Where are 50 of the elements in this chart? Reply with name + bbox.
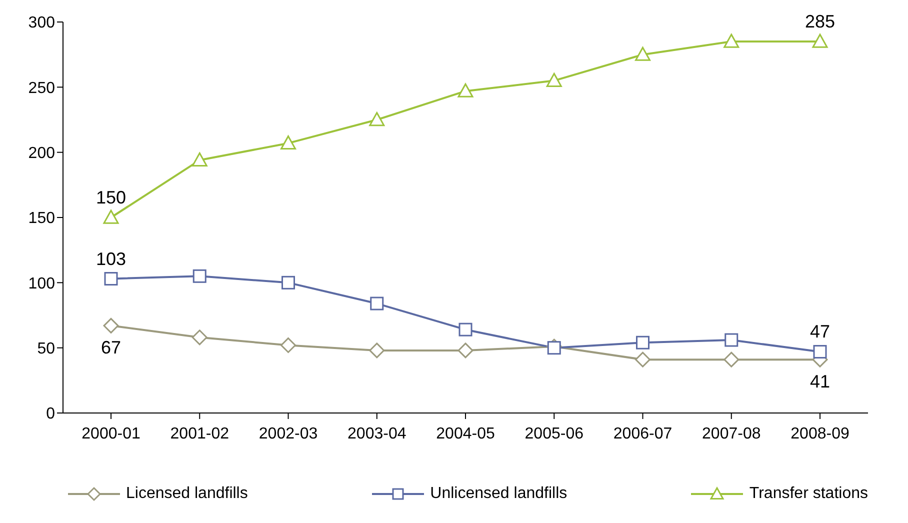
point [369, 112, 385, 126]
data-label: 285 [804, 12, 836, 32]
legend-label: Transfer stations [749, 485, 868, 503]
x-tick-label: 2003-04 [348, 425, 406, 442]
y-tick-label: 0 [46, 406, 56, 423]
point [104, 272, 118, 286]
point [280, 135, 296, 150]
point [724, 352, 740, 368]
y-tick-label: 150 [28, 210, 56, 228]
point [635, 46, 650, 61]
point [369, 342, 385, 358]
x-tick-label: 2002-03 [258, 425, 318, 442]
point [192, 152, 208, 167]
point [635, 352, 650, 368]
x-tick-label: 2001-02 [170, 425, 230, 442]
point [280, 337, 296, 353]
point [546, 72, 562, 87]
data-label: 47 [810, 322, 830, 342]
point [813, 344, 827, 358]
data-label: 103 [96, 248, 126, 269]
point [458, 322, 472, 336]
point [458, 342, 474, 358]
x-tick-label: 2005-06 [524, 425, 584, 442]
legend-label: Licensed landfills [126, 485, 248, 503]
x-tick-label: 2000-01 [82, 425, 140, 442]
y-tick-label: 250 [28, 80, 56, 97]
y-tick-label: 100 [28, 275, 56, 292]
y-tick-label: 300 [28, 14, 56, 32]
point [547, 341, 561, 355]
legend-label: Unlicensed landfills [430, 485, 568, 503]
y-tick-label: 50 [37, 340, 56, 358]
point [370, 296, 384, 310]
data-label: 41 [810, 372, 830, 392]
point [103, 210, 119, 224]
point [192, 330, 208, 346]
data-label: 150 [96, 188, 126, 208]
point [724, 34, 740, 48]
point [636, 336, 650, 350]
point [458, 83, 474, 98]
x-tick-label: 2004-05 [436, 425, 495, 442]
data-label: 67 [100, 338, 122, 358]
x-tick-label: 2008-09 [790, 425, 850, 442]
y-tick-label: 200 [28, 145, 56, 162]
x-tick-label: 2007-08 [702, 425, 761, 442]
point [192, 269, 206, 283]
point [282, 276, 295, 290]
point [724, 333, 738, 347]
point [103, 318, 119, 334]
x-tick-label: 2006-07 [613, 425, 672, 442]
point [812, 34, 828, 48]
